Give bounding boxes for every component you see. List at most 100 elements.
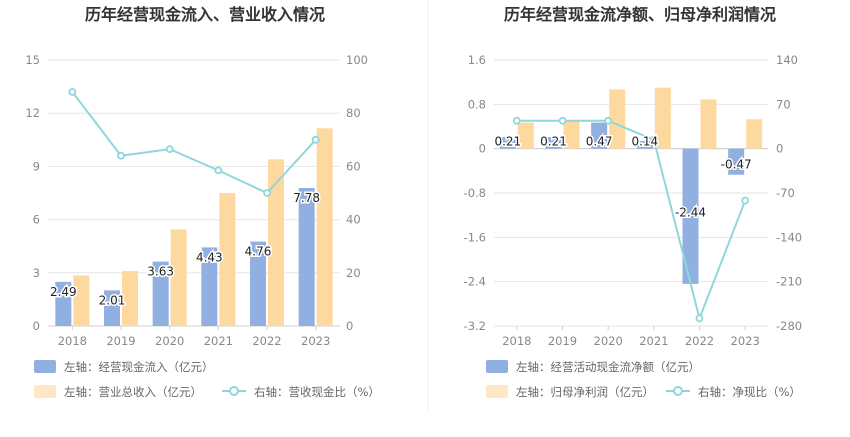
line-point[interactable] bbox=[741, 196, 750, 205]
legend-swatch-revenue bbox=[34, 385, 56, 398]
line-point[interactable] bbox=[558, 116, 567, 125]
bar-revenue[interactable] bbox=[73, 275, 90, 326]
bar-cash-inflow[interactable] bbox=[298, 188, 315, 326]
chart1-legend: 左轴：经营现金流入（亿元） 左轴：营业总收入（亿元） 右轴：营收现金比（%） bbox=[34, 360, 380, 399]
bar-data-label: 4.76 bbox=[245, 245, 272, 259]
legend-marker-net-ratio bbox=[673, 386, 683, 396]
line-point[interactable] bbox=[512, 116, 521, 125]
x-axis-tick-label: 2019 bbox=[548, 334, 577, 348]
left-axis-tick: 0 bbox=[33, 319, 40, 333]
left-axis-tick: 0.8 bbox=[468, 97, 486, 111]
line-net-cash-ratio[interactable] bbox=[516, 119, 747, 322]
right-axis-tick: 60 bbox=[346, 159, 361, 173]
legend-label-cash-inflow[interactable]: 左轴：经营现金流入（亿元） bbox=[64, 360, 214, 374]
line-point[interactable] bbox=[604, 116, 613, 125]
left-axis-tick: 9 bbox=[33, 159, 40, 173]
x-axis-tick-label: 2018 bbox=[502, 334, 531, 348]
legend-label-revenue[interactable]: 左轴：营业总收入（亿元） bbox=[64, 385, 202, 399]
bar-data-label: 2.49 bbox=[50, 285, 77, 299]
bar-cash-inflow[interactable] bbox=[152, 261, 169, 326]
bar-cash-inflow[interactable] bbox=[250, 241, 266, 326]
bar-net-profit[interactable] bbox=[609, 89, 626, 149]
legend-marker-ratio bbox=[229, 386, 239, 396]
bar-data-label: 2.01 bbox=[99, 293, 126, 307]
right-axis-tick: 0 bbox=[776, 142, 783, 156]
line-point[interactable] bbox=[311, 135, 320, 144]
bar-revenue[interactable] bbox=[268, 159, 284, 326]
line-point[interactable] bbox=[263, 189, 271, 197]
left-axis-tick: -3.2 bbox=[464, 319, 486, 333]
line-point[interactable] bbox=[649, 135, 658, 144]
bar-net-cashflow[interactable] bbox=[682, 148, 699, 284]
line-point[interactable] bbox=[214, 166, 223, 175]
legend-label-net-profit[interactable]: 左轴：归母净利润（亿元） bbox=[516, 385, 654, 399]
line-point[interactable] bbox=[117, 151, 125, 160]
bar-net-profit[interactable] bbox=[517, 122, 534, 149]
right-axis-tick: -210 bbox=[776, 275, 802, 289]
right-axis-tick: -70 bbox=[776, 186, 795, 200]
right-axis-tick: -280 bbox=[776, 319, 802, 333]
left-axis-tick: -1.6 bbox=[464, 230, 486, 244]
right-axis-tick: 80 bbox=[346, 106, 361, 120]
bar-net-cashflow[interactable] bbox=[728, 148, 745, 175]
bar-revenue[interactable] bbox=[316, 128, 333, 326]
bar-data-label: 0.14 bbox=[631, 135, 658, 149]
x-axis-tick-label: 2019 bbox=[106, 334, 135, 348]
left-axis-tick: 1.6 bbox=[468, 53, 486, 67]
legend-label-net-cashflow[interactable]: 左轴：经营活动现金流净额（亿元） bbox=[516, 360, 700, 374]
bar-net-profit[interactable] bbox=[700, 99, 717, 149]
x-axis-tick-label: 2023 bbox=[731, 334, 760, 348]
x-axis-tick-label: 2021 bbox=[204, 334, 233, 348]
right-axis-tick: -140 bbox=[776, 230, 802, 244]
line-revenue-cash-ratio[interactable] bbox=[71, 91, 317, 195]
bar-data-label: 3.63 bbox=[147, 265, 174, 279]
bar-revenue[interactable] bbox=[122, 271, 138, 326]
left-axis-tick: -0.8 bbox=[464, 186, 486, 200]
left-axis-tick: 12 bbox=[25, 106, 40, 120]
right-axis-tick: 70 bbox=[776, 97, 791, 111]
bar-revenue[interactable] bbox=[219, 193, 236, 326]
left-axis-tick: 3 bbox=[33, 266, 40, 280]
chart2-legend: 左轴：经营活动现金流净额（亿元） 左轴：归母净利润（亿元） 右轴：净现比（%） bbox=[486, 360, 801, 399]
left-axis-tick: 15 bbox=[25, 53, 40, 67]
bar-data-label: 0.47 bbox=[586, 135, 613, 149]
bar-net-cashflow[interactable] bbox=[591, 122, 608, 149]
left-axis-tick: 0 bbox=[479, 142, 486, 156]
bar-data-label: 0.21 bbox=[494, 135, 521, 149]
line-point[interactable] bbox=[68, 88, 77, 96]
right-axis-tick: 20 bbox=[346, 266, 361, 280]
bar-data-label: 0.21 bbox=[540, 135, 567, 149]
right-axis-tick: 40 bbox=[346, 213, 361, 227]
bar-net-cashflow[interactable] bbox=[499, 137, 516, 149]
legend-swatch-cash-inflow bbox=[34, 360, 56, 373]
x-axis-tick-label: 2018 bbox=[58, 334, 87, 348]
x-axis-tick-label: 2022 bbox=[252, 334, 281, 348]
bar-cash-inflow[interactable] bbox=[104, 290, 120, 326]
bar-cash-inflow[interactable] bbox=[201, 247, 218, 326]
x-axis-tick-label: 2023 bbox=[301, 334, 330, 348]
bar-net-profit[interactable] bbox=[654, 87, 671, 149]
legend-label-ratio[interactable]: 右轴：营收现金比（%） bbox=[254, 385, 380, 399]
bar-cash-inflow[interactable] bbox=[55, 281, 72, 326]
bar-net-profit[interactable] bbox=[746, 119, 763, 149]
left-axis-tick: -2.4 bbox=[464, 275, 486, 289]
x-axis-tick-label: 2020 bbox=[155, 334, 184, 348]
x-axis-tick-label: 2020 bbox=[594, 334, 623, 348]
bar-net-profit[interactable] bbox=[563, 121, 580, 149]
chart1-title: 历年经营现金流入、营业收入情况 bbox=[85, 5, 325, 24]
bar-net-cashflow[interactable] bbox=[545, 137, 562, 149]
line-point[interactable] bbox=[695, 314, 704, 323]
line-point[interactable] bbox=[165, 145, 174, 154]
bar-data-label: -2.44 bbox=[675, 205, 706, 219]
right-axis-tick: 140 bbox=[776, 53, 798, 67]
chart2-title: 历年经营现金流净额、归母净利润情况 bbox=[504, 5, 776, 24]
x-axis-tick-label: 2021 bbox=[639, 334, 668, 348]
bar-data-label: -0.47 bbox=[721, 158, 752, 172]
bar-revenue[interactable] bbox=[170, 229, 187, 326]
x-axis-tick-label: 2022 bbox=[685, 334, 714, 348]
left-axis-tick: 6 bbox=[33, 213, 40, 227]
legend-label-net-ratio[interactable]: 右轴：净现比（%） bbox=[698, 385, 801, 399]
chart-cash-inflow-revenue: 历年经营现金流入、营业收入情况 0 3 6 9 12 15 0 20 40 60 80 100 2.… bbox=[25, 5, 380, 399]
bar-net-cashflow[interactable] bbox=[636, 140, 653, 149]
